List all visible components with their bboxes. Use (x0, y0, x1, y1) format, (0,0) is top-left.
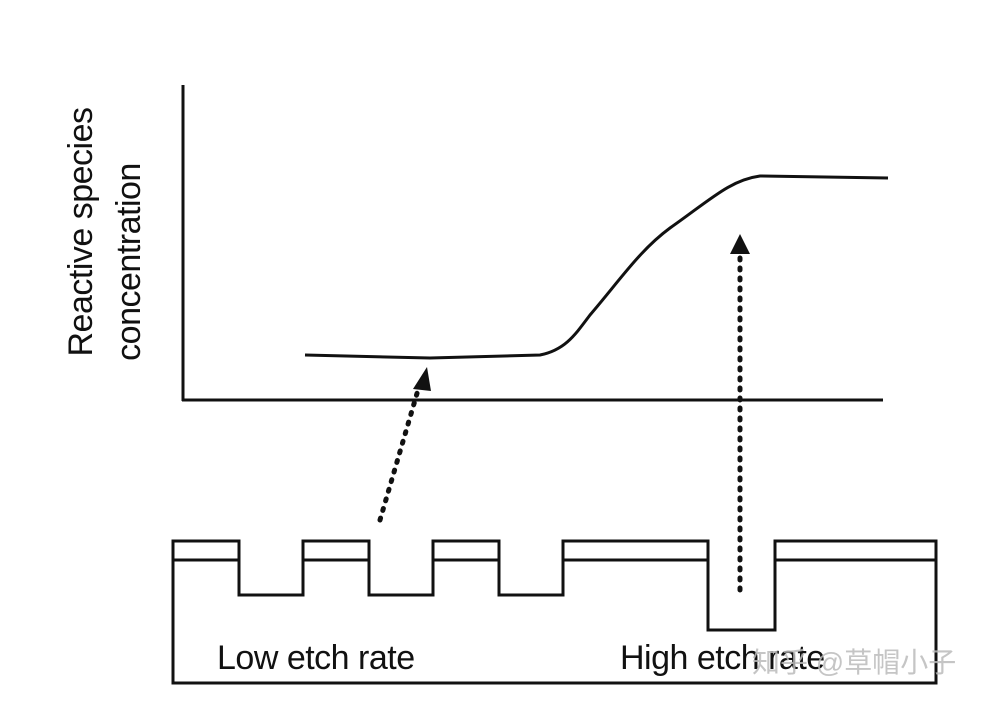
axis-label-line: Reactive species (62, 107, 100, 356)
watermark: 知乎 @草帽小子 (752, 647, 956, 678)
concentration-curve (304, 174, 889, 360)
arrow-head (413, 367, 431, 391)
dotted-arrow (377, 387, 421, 523)
axis-label-line: concentration (110, 163, 148, 361)
arrow-head (730, 234, 750, 254)
axes (181, 85, 883, 402)
high-rate-label: High etch rate (620, 639, 825, 677)
arrows (377, 234, 750, 593)
substrate (171, 539, 938, 685)
axis-label: Reactive species concentration (62, 107, 148, 360)
trench-profile (171, 539, 938, 685)
low-rate-label: Low etch rate (217, 639, 415, 677)
